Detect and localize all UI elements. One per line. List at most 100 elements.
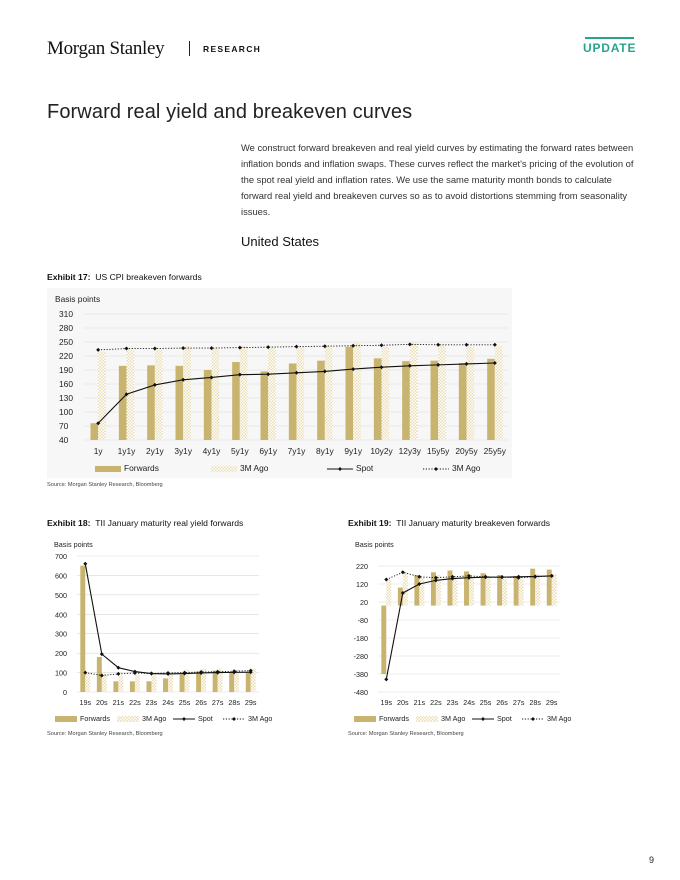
series-marker xyxy=(384,577,389,582)
series-marker xyxy=(215,669,220,674)
y-tick-label: 310 xyxy=(59,309,73,319)
series-marker xyxy=(433,575,438,580)
bar-3m-ago xyxy=(466,346,475,440)
bar-forwards xyxy=(212,670,218,692)
legend-label: 3M Ago xyxy=(452,463,481,473)
update-accent-line xyxy=(585,37,634,39)
y-tick-label: 200 xyxy=(55,649,67,658)
y-tick-label: 40 xyxy=(59,435,69,445)
y-tick-label: -180 xyxy=(354,634,368,643)
legend-item: Spot xyxy=(327,463,374,473)
series-marker xyxy=(417,582,422,586)
series-marker xyxy=(152,346,157,351)
legend-item: Forwards xyxy=(95,463,159,473)
page-title: Forward real yield and breakeven curves xyxy=(47,101,413,123)
series-marker xyxy=(464,361,469,366)
legend-swatch xyxy=(211,466,237,472)
legend-label: Forwards xyxy=(124,463,159,473)
exhibit-18-title: TII January maturity real yield forwards xyxy=(95,518,244,528)
bar-forwards xyxy=(373,358,382,440)
x-tick-label: 28s xyxy=(228,698,240,707)
series-marker xyxy=(152,382,157,387)
bar-3m-ago xyxy=(98,351,106,440)
x-tick-label: 27s xyxy=(212,698,224,707)
bar-forwards xyxy=(260,371,269,440)
y-tick-label: 500 xyxy=(55,591,67,600)
series-marker xyxy=(266,372,271,377)
bar-3m-ago xyxy=(494,345,503,440)
bar-forwards xyxy=(317,360,325,440)
bar-forwards xyxy=(245,672,251,692)
y-tick-label: 130 xyxy=(59,393,73,403)
series-marker xyxy=(237,372,242,377)
bar-forwards xyxy=(179,674,185,692)
x-tick-label: 25y5y xyxy=(484,446,507,456)
x-tick-label: 22s xyxy=(430,698,442,707)
bar-3m-ago xyxy=(435,575,441,606)
legend-label: 3M Ago xyxy=(441,714,465,723)
series-marker xyxy=(96,421,101,426)
y-tick-label: 220 xyxy=(356,562,368,571)
exhibit-18-chart: Basis points 0 100 200 300 400 500 600 700 19s 20s… xyxy=(54,540,272,723)
series-marker xyxy=(99,652,104,657)
x-tick-label: 29s xyxy=(245,698,257,707)
bar-3m-ago xyxy=(402,572,408,606)
exhibit-18-label: Exhibit 18: xyxy=(47,518,91,528)
series-marker xyxy=(417,574,422,579)
legend-swatch xyxy=(354,716,376,722)
y-tick-label: 400 xyxy=(55,610,67,619)
bar-forwards xyxy=(96,657,102,692)
x-tick-label: 21s xyxy=(414,698,426,707)
bar-forwards xyxy=(487,358,495,440)
x-tick-label: 25s xyxy=(480,698,492,707)
legend-item: 3M Ago xyxy=(423,463,481,473)
bar-forwards xyxy=(430,572,436,606)
bar-forwards xyxy=(90,423,99,440)
series-marker xyxy=(124,392,129,397)
series-marker xyxy=(116,671,121,676)
bar-3m-ago xyxy=(118,675,124,692)
legend-item: Forwards xyxy=(55,714,110,723)
bar-3m-ago xyxy=(485,576,491,606)
series-marker xyxy=(182,670,187,675)
series-marker xyxy=(492,361,497,365)
series-marker xyxy=(384,677,389,682)
bar-forwards xyxy=(163,678,168,692)
legend-swatch xyxy=(55,716,77,722)
bar-3m-ago xyxy=(386,579,392,606)
legend-label: Spot xyxy=(198,714,213,723)
series-marker xyxy=(500,575,505,580)
y-axis-label: Basis points xyxy=(54,540,93,549)
exhibit-17-source: Source: Morgan Stanley Research, Bloombe… xyxy=(47,482,163,488)
series-marker xyxy=(83,561,88,566)
bar-forwards xyxy=(288,363,297,440)
legend-item: Spot xyxy=(472,714,512,723)
legend-label: 3M Ago xyxy=(142,714,166,723)
y-tick-label: 190 xyxy=(59,365,73,375)
series-marker xyxy=(209,346,214,351)
x-tick-label: 20s xyxy=(96,698,108,707)
series-marker xyxy=(436,362,441,367)
x-tick-label: 27s xyxy=(513,698,525,707)
series-marker xyxy=(124,346,129,351)
y-tick-label: 160 xyxy=(59,379,73,389)
bar-3m-ago xyxy=(438,344,446,440)
bar-forwards xyxy=(229,672,235,692)
exhibit-17-chart: Basis points 40 70 100 130 160 190 220 250 280 310… xyxy=(47,288,512,478)
legend-label: 3M Ago xyxy=(547,714,571,723)
page-number: 9 xyxy=(648,855,654,865)
bar-3m-ago xyxy=(134,674,140,692)
bar-3m-ago xyxy=(217,668,223,692)
series-marker xyxy=(294,370,299,375)
bar-3m-ago xyxy=(419,577,425,606)
series-marker xyxy=(351,343,356,348)
legend-label: Forwards xyxy=(379,714,409,723)
legend-marker xyxy=(531,717,535,721)
x-tick-label: 6y1y xyxy=(259,446,278,456)
x-tick-label: 15y5y xyxy=(427,446,450,456)
legend-label: Spot xyxy=(497,714,512,723)
bar-3m-ago xyxy=(452,576,458,606)
y-tick-label: 0 xyxy=(63,688,67,697)
x-tick-label: 20s xyxy=(397,698,409,707)
bar-3m-ago xyxy=(151,672,157,692)
